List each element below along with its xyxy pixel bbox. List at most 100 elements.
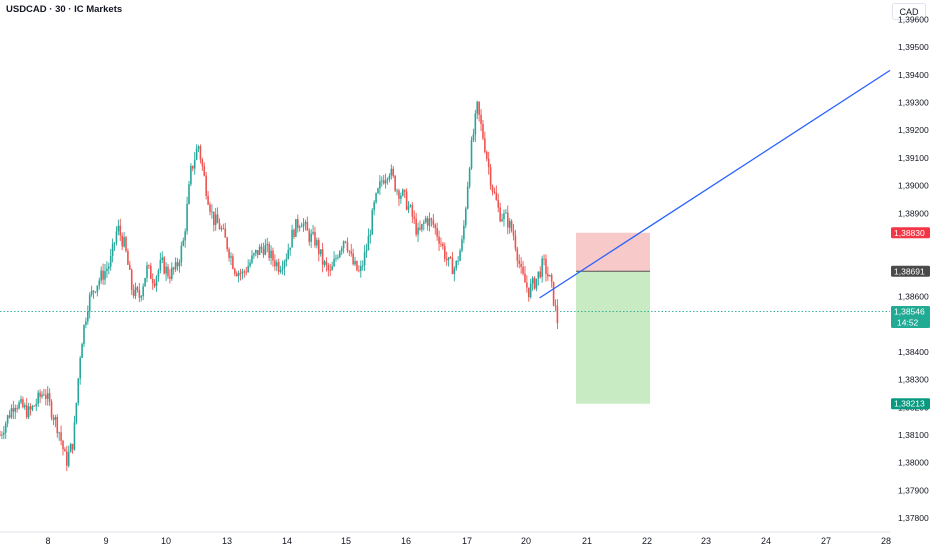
candle-body [421, 223, 423, 230]
price-tick-label: 1,38300 [898, 375, 929, 385]
candle-body [333, 258, 335, 267]
candle-body [390, 168, 393, 176]
candle-body [382, 180, 385, 184]
candle-body [495, 192, 498, 201]
candle-body [258, 246, 261, 255]
candle-body [111, 243, 114, 256]
candle-body [224, 228, 227, 238]
trendline[interactable] [539, 69, 891, 299]
candle-body [386, 179, 389, 180]
candle-body [535, 278, 538, 289]
candle-body [512, 230, 515, 236]
candle-body [369, 234, 372, 236]
candle-body [506, 212, 509, 228]
candle-body [245, 271, 248, 273]
candle-body [4, 423, 7, 433]
candle-body [266, 243, 269, 246]
candle-body [171, 267, 173, 279]
candle-body [298, 226, 301, 228]
candle-body [148, 265, 150, 267]
candle-body [66, 451, 68, 466]
candle-body [285, 258, 288, 262]
candle-body [274, 260, 276, 267]
candle-body [87, 311, 89, 322]
candle-body [346, 242, 349, 251]
candle-body [251, 255, 253, 263]
stop-price-tag-bg [891, 227, 930, 239]
candle-body [88, 294, 91, 312]
candle-body [348, 250, 351, 252]
candle-body [468, 168, 471, 187]
candle-body [310, 233, 312, 242]
candle-body [321, 249, 324, 265]
candle-body [430, 218, 433, 221]
candle-body [12, 408, 15, 412]
candle-body [281, 268, 284, 270]
candle-body [526, 282, 528, 288]
candle-body [438, 236, 440, 244]
candle-body [287, 250, 290, 259]
candle-body [531, 277, 534, 284]
candle-body [432, 220, 435, 225]
candle-body [424, 218, 427, 223]
candle-body [264, 245, 267, 255]
candle-body [167, 266, 169, 277]
position-zones[interactable] [576, 232, 650, 404]
price-tick-label: 1,38100 [898, 430, 929, 440]
candle-body [35, 403, 38, 407]
candle-body [508, 220, 511, 228]
candle-body [419, 227, 421, 230]
candle-body [71, 443, 74, 450]
candle-body [335, 257, 337, 259]
candle-body [102, 270, 104, 280]
candle-body [199, 146, 202, 160]
candle-body [516, 248, 519, 261]
candle-body [295, 219, 297, 237]
candle-body [367, 235, 370, 251]
candle-body [279, 269, 282, 272]
candle-body [235, 273, 238, 277]
candle-body [405, 191, 408, 210]
currency-button[interactable]: CAD [892, 3, 926, 20]
candle-body [94, 291, 97, 293]
time-tick-label: 28 [881, 536, 891, 546]
entry-price-tag: 1,38691 [894, 266, 925, 276]
price-tick-label: 1,39100 [898, 153, 929, 163]
candle-body [157, 270, 160, 277]
candle-body [115, 231, 118, 243]
candle-body [209, 204, 211, 212]
candle-body [407, 206, 410, 210]
candle-body [398, 190, 400, 199]
candle-body [537, 271, 540, 279]
candle-body [62, 440, 64, 450]
candle-body [243, 271, 246, 273]
candle-body [338, 251, 341, 258]
candle-body [67, 452, 70, 466]
candle-body [81, 343, 83, 359]
candle-body [312, 231, 314, 234]
candle-body [379, 181, 381, 189]
candle-body [384, 179, 387, 184]
candle-body [186, 203, 188, 232]
time-tick-label: 9 [103, 536, 108, 546]
candle-body [256, 250, 259, 255]
candle-body [510, 220, 513, 231]
stop-price-tag: 1,38830 [894, 228, 925, 238]
current-price-tag-bg [891, 305, 930, 328]
candle-body [375, 193, 377, 203]
candle-body [247, 266, 249, 273]
candle-body [316, 240, 318, 246]
time-axis[interactable]: 8 9 10 13 14 15 16 17 20 21 22 23 24 27 28 [45, 536, 891, 546]
candle-body [159, 259, 162, 271]
candle-body [413, 216, 416, 219]
time-tick-label: 16 [401, 536, 411, 546]
candle-body [106, 268, 108, 272]
candle-body [522, 266, 524, 274]
candle-body [361, 265, 364, 267]
candle-body [306, 222, 309, 231]
candle-body [327, 265, 330, 271]
candle-body [92, 290, 95, 292]
candle-body [394, 175, 396, 191]
candle-body [455, 260, 458, 269]
